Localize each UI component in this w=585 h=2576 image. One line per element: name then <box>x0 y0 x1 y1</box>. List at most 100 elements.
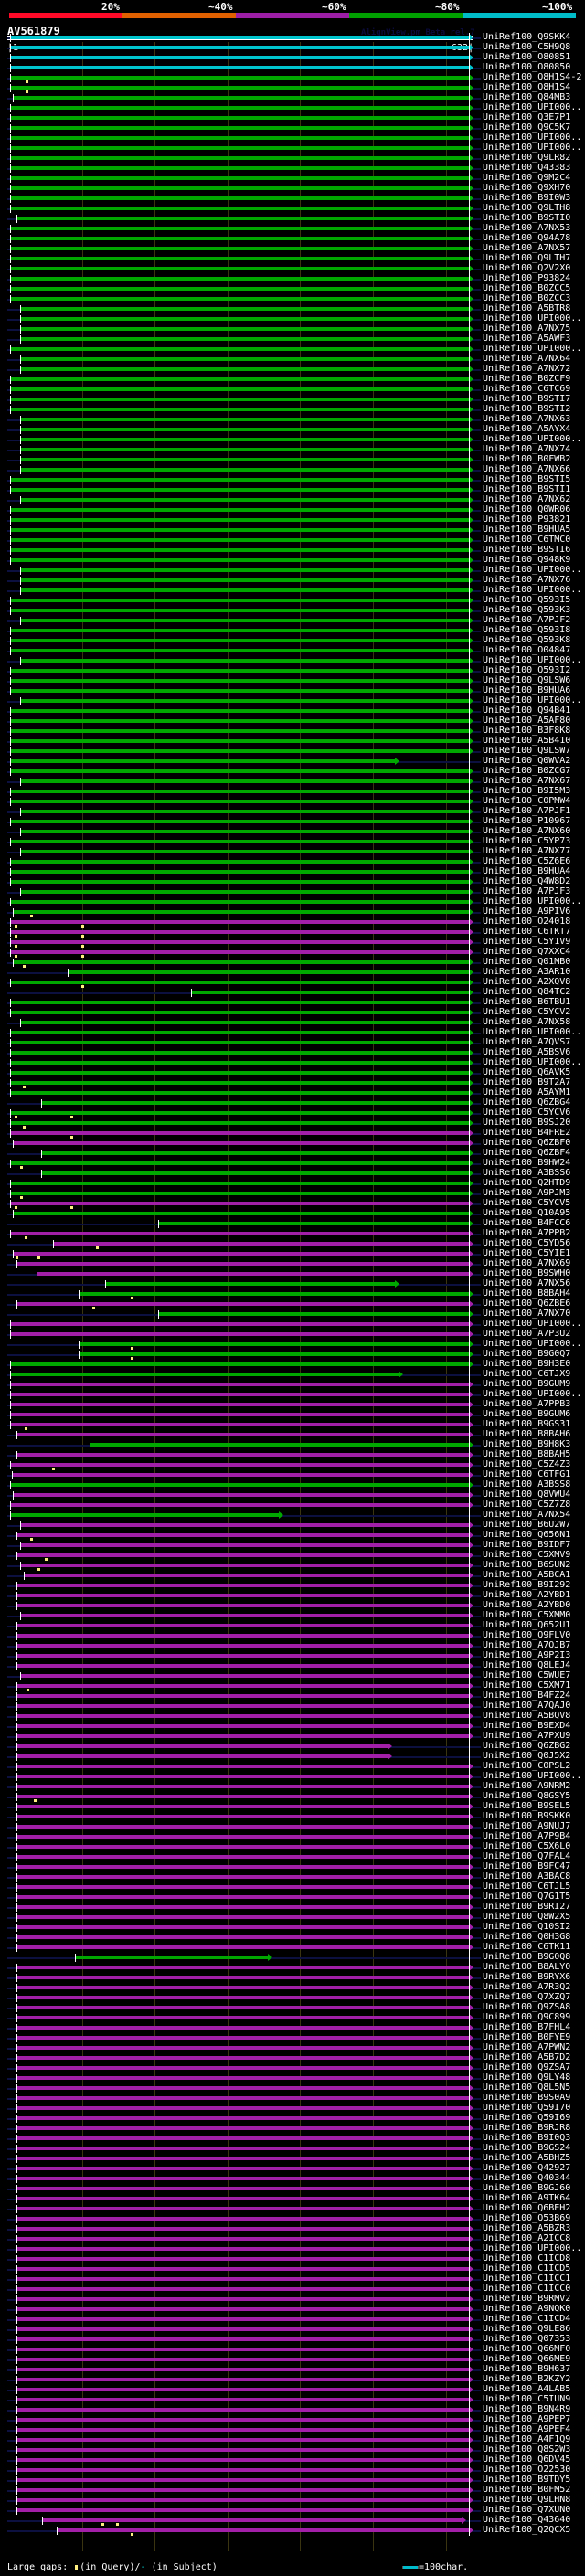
hit-row[interactable]: UniRef100_A7NX77 <box>0 846 585 857</box>
alignment-bar[interactable] <box>10 719 469 723</box>
hit-row[interactable]: UniRef100_O80851 <box>0 52 585 63</box>
hit-row[interactable]: UniRef100_A9NUJ7 <box>0 1821 585 1832</box>
hit-row[interactable]: UniRef100_P93821 <box>0 514 585 525</box>
hit-row[interactable]: UniRef100_B4FRE2 <box>0 1128 585 1139</box>
hit-label[interactable]: UniRef100_Q8H1S4-2 <box>483 72 582 82</box>
alignment-bar[interactable] <box>20 428 469 431</box>
alignment-bar[interactable] <box>10 1483 469 1487</box>
hit-row[interactable]: UniRef100_C0PSL2 <box>0 1761 585 1772</box>
hit-row[interactable]: UniRef100_A5AWF3 <box>0 334 585 345</box>
alignment-bar[interactable] <box>16 1845 469 1849</box>
alignment-bar[interactable] <box>16 1664 469 1668</box>
hit-row[interactable]: UniRef100_C5YCV5 <box>0 1198 585 1209</box>
alignment-bar[interactable] <box>20 588 469 592</box>
hit-label[interactable]: UniRef100_B9EXD4 <box>483 1721 571 1731</box>
hit-row[interactable]: UniRef100_C6TMC0 <box>0 535 585 546</box>
alignment-bar[interactable] <box>89 1443 469 1447</box>
alignment-bar[interactable] <box>10 930 469 934</box>
alignment-bar[interactable] <box>10 759 395 763</box>
alignment-bar[interactable] <box>10 227 469 230</box>
hit-row[interactable]: UniRef100_B9H8K3 <box>0 1439 585 1450</box>
hit-label[interactable]: UniRef100_C6TC69 <box>483 384 571 394</box>
hit-row[interactable]: UniRef100_Q9C899 <box>0 2012 585 2023</box>
hit-label[interactable]: UniRef100_O04847 <box>483 645 571 655</box>
alignment-bar[interactable] <box>37 1272 469 1276</box>
hit-row[interactable]: UniRef100_Q6ZBG4 <box>0 1097 585 1108</box>
hit-row[interactable]: UniRef100_Q948K9 <box>0 555 585 566</box>
alignment-bar[interactable] <box>191 991 469 994</box>
alignment-bar[interactable] <box>11 1473 469 1477</box>
hit-row[interactable]: UniRef100_Q593I5 <box>0 595 585 606</box>
alignment-bar[interactable] <box>16 1262 469 1266</box>
hit-label[interactable]: UniRef100_B8ALY0 <box>483 1962 571 1972</box>
hit-row[interactable]: UniRef100_Q53B69 <box>0 2213 585 2224</box>
alignment-bar[interactable] <box>16 1815 469 1818</box>
hit-row[interactable]: UniRef100_Q59I70 <box>0 2103 585 2114</box>
hit-row[interactable]: UniRef100_A5AYX4 <box>0 424 585 435</box>
hit-label[interactable]: UniRef100_O80851 <box>483 52 571 62</box>
hit-label[interactable]: UniRef100_B9STI0 <box>483 213 571 223</box>
hit-label[interactable]: UniRef100_Q66MF0 <box>483 2344 571 2354</box>
hit-label[interactable]: UniRef100_Q7XUN0 <box>483 2505 571 2515</box>
alignment-bar[interactable] <box>10 1001 469 1004</box>
alignment-bar[interactable] <box>10 679 469 683</box>
alignment-bar[interactable] <box>16 217 469 220</box>
hit-row[interactable]: UniRef100_Q6AVK5 <box>0 1067 585 1078</box>
alignment-bar[interactable] <box>10 1362 469 1366</box>
hit-label[interactable]: UniRef100_A7PJF3 <box>483 886 571 896</box>
hit-row[interactable]: UniRef100_A7NX60 <box>0 826 585 837</box>
hit-row[interactable]: UniRef100_B8ALY0 <box>0 1962 585 1973</box>
alignment-bar[interactable] <box>78 1292 469 1296</box>
alignment-bar[interactable] <box>16 1533 469 1537</box>
hit-label[interactable]: UniRef100_C0PSL2 <box>483 1761 571 1771</box>
alignment-bar[interactable] <box>16 1805 469 1808</box>
hit-row[interactable]: UniRef100_Q8H1S4 <box>0 82 585 93</box>
hit-row[interactable]: UniRef100_Q8H1S4-2 <box>0 72 585 83</box>
hit-label[interactable]: UniRef100_C5WUE7 <box>483 1670 571 1680</box>
hit-row[interactable]: UniRef100_C5Z4Z3 <box>0 1459 585 1470</box>
alignment-bar[interactable] <box>10 1403 469 1406</box>
hit-row[interactable]: UniRef100_P93824 <box>0 273 585 284</box>
hit-row[interactable]: UniRef100_UPI000.. <box>0 2243 585 2254</box>
hit-row[interactable]: UniRef100_A2ICC8 <box>0 2233 585 2244</box>
hit-label[interactable]: UniRef100_B9STI6 <box>483 545 571 555</box>
hit-label[interactable]: UniRef100_A9TK64 <box>483 2193 571 2203</box>
hit-label[interactable]: UniRef100_A3BSS8 <box>483 1479 571 1489</box>
alignment-bar[interactable] <box>20 1674 469 1678</box>
hit-label[interactable]: UniRef100_Q84TC2 <box>483 987 571 997</box>
alignment-bar[interactable] <box>56 2528 469 2532</box>
hit-label[interactable]: UniRef100_C0PMW4 <box>483 796 571 806</box>
alignment-bar[interactable] <box>16 1855 469 1859</box>
alignment-bar[interactable] <box>10 76 469 80</box>
hit-row[interactable]: UniRef100_Q9ZSA7 <box>0 2062 585 2073</box>
alignment-bar[interactable] <box>10 257 469 260</box>
hit-label[interactable]: UniRef100_A5BHZ5 <box>483 2153 571 2163</box>
hit-row[interactable]: UniRef100_Q42927 <box>0 2163 585 2174</box>
hit-row[interactable]: UniRef100_A7P9B4 <box>0 1831 585 1842</box>
hit-label[interactable]: UniRef100_C5Z7Z8 <box>483 1500 571 1510</box>
hit-label[interactable]: UniRef100_Q0H3G8 <box>483 1932 571 1942</box>
alignment-bar[interactable] <box>10 1192 469 1195</box>
hit-label[interactable]: UniRef100_A5B7D2 <box>483 2052 571 2062</box>
alignment-bar[interactable] <box>10 1373 399 1376</box>
hit-row[interactable]: UniRef100_B9I0Q3 <box>0 2133 585 2144</box>
hit-label[interactable]: UniRef100_A7NX58 <box>483 1017 571 1027</box>
hit-label[interactable]: UniRef100_A7NX63 <box>483 414 571 424</box>
hit-row[interactable]: UniRef100_A7NX63 <box>0 414 585 425</box>
hit-label[interactable]: UniRef100_A5BTR8 <box>483 303 571 313</box>
hit-row[interactable]: UniRef100_Q9LY48 <box>0 2072 585 2083</box>
hit-row[interactable]: UniRef100_B9STI0 <box>0 213 585 224</box>
hit-row[interactable]: UniRef100_UPI000.. <box>0 896 585 907</box>
hit-label[interactable]: UniRef100_UPI000.. <box>483 344 582 354</box>
hit-label[interactable]: UniRef100_Q9LSW6 <box>483 675 571 685</box>
alignment-bar[interactable] <box>16 2358 469 2361</box>
hit-label[interactable]: UniRef100_A9PIV6 <box>483 906 571 917</box>
hit-label[interactable]: UniRef100_Q9XH70 <box>483 183 571 193</box>
alignment-bar[interactable] <box>20 307 469 311</box>
hit-label[interactable]: UniRef100_A9NUJ7 <box>483 1821 571 1831</box>
hit-label[interactable]: UniRef100_A2ICC8 <box>483 2233 571 2243</box>
hit-label[interactable]: UniRef100_B9TDY5 <box>483 2475 571 2485</box>
alignment-bar[interactable] <box>16 2488 469 2492</box>
hit-label[interactable]: UniRef100_B6SUN2 <box>483 1560 571 1570</box>
hit-row[interactable]: UniRef100_B9FC47 <box>0 1861 585 1872</box>
